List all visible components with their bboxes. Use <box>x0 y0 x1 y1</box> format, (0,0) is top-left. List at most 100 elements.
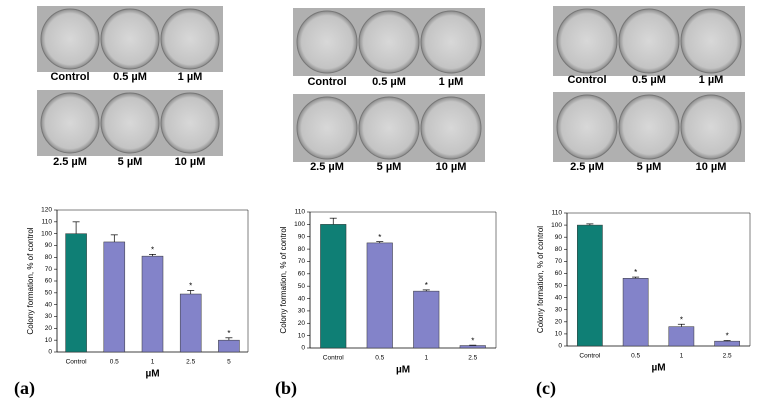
dish <box>358 96 420 160</box>
y-tick-label: 80 <box>555 246 563 253</box>
well-label: 2.5 µM <box>310 161 344 173</box>
panel-label: (a) <box>14 378 35 399</box>
y-tick-label: 120 <box>41 207 52 214</box>
bar <box>103 241 126 353</box>
y-tick-label: 80 <box>45 254 53 261</box>
bar <box>179 293 202 353</box>
panel-label: (c) <box>536 378 556 399</box>
y-tick-label: 100 <box>41 230 52 237</box>
x-axis-label: µM <box>145 369 159 380</box>
y-axis-label: Colony formation, % of control <box>279 226 288 333</box>
y-tick-label: 0 <box>48 349 52 356</box>
y-tick-label: 30 <box>45 313 53 320</box>
bar <box>141 255 164 353</box>
dish <box>100 92 160 154</box>
bar <box>577 224 603 347</box>
dish <box>160 8 220 70</box>
bar <box>65 233 87 353</box>
y-tick-label: 80 <box>298 246 306 253</box>
y-tick-label: 90 <box>298 233 306 240</box>
well-label: 1 µM <box>439 76 464 88</box>
well-label: Control <box>567 74 606 86</box>
x-tick-label: 1 <box>680 353 684 360</box>
panel-label: (b) <box>275 378 297 399</box>
y-tick-label: 40 <box>298 295 306 302</box>
dish <box>100 8 160 70</box>
y-tick-label: 60 <box>555 270 563 277</box>
dish <box>680 8 742 74</box>
significance: * <box>151 245 154 254</box>
y-tick-label: 110 <box>42 219 53 226</box>
well-label: Control <box>307 76 346 88</box>
well-label: 0.5 µM <box>372 76 406 88</box>
y-tick-label: 70 <box>555 258 563 265</box>
well-label: 0.5 µM <box>113 71 147 83</box>
y-tick-label: 50 <box>298 283 306 290</box>
x-tick-label: 5 <box>227 359 231 366</box>
y-axis-label: Colony formation, % of control <box>536 226 545 333</box>
dish <box>618 94 680 160</box>
x-axis-label: µM <box>651 363 665 374</box>
significance: * <box>189 282 192 291</box>
x-tick-label: 2.5 <box>468 355 477 362</box>
y-tick-label: 70 <box>298 258 306 265</box>
x-tick-label: 0.5 <box>110 359 119 366</box>
y-tick-label: 20 <box>555 319 563 326</box>
dish <box>40 8 100 70</box>
well-label: 10 µM <box>175 156 206 168</box>
y-tick-label: 110 <box>552 210 563 217</box>
y-tick-label: 10 <box>298 332 306 339</box>
dish <box>680 94 742 160</box>
y-tick-label: 110 <box>295 209 306 216</box>
x-tick-label: Control <box>579 353 601 360</box>
y-tick-label: 60 <box>298 271 306 278</box>
y-tick-label: 0 <box>558 343 562 350</box>
y-tick-label: 0 <box>301 345 305 352</box>
bar <box>320 224 347 349</box>
bar <box>668 326 695 347</box>
y-tick-label: 20 <box>45 325 53 332</box>
well-label: 10 µM <box>436 161 467 173</box>
dish <box>40 92 100 154</box>
y-tick-label: 10 <box>555 331 563 338</box>
x-tick-label: 1 <box>151 359 155 366</box>
y-tick-label: 30 <box>298 308 306 315</box>
bar <box>413 290 440 349</box>
x-tick-label: Control <box>66 359 88 366</box>
dish <box>556 94 618 160</box>
y-axis-label: Colony formation, % of control <box>26 227 35 334</box>
significance: * <box>680 315 683 324</box>
well-label: 5 µM <box>637 161 662 173</box>
dish <box>556 8 618 74</box>
y-tick-label: 40 <box>555 294 563 301</box>
x-tick-label: 2.5 <box>186 359 195 366</box>
significance: * <box>634 268 637 277</box>
x-axis-label: µM <box>396 365 410 376</box>
dish <box>618 8 680 74</box>
bar <box>714 340 740 347</box>
well-label: 5 µM <box>118 156 143 168</box>
bar <box>218 339 240 353</box>
y-tick-label: 90 <box>555 234 563 241</box>
x-tick-label: 2.5 <box>723 353 732 360</box>
y-tick-label: 10 <box>45 337 53 344</box>
well-label: 10 µM <box>696 161 727 173</box>
well-label: 2.5 µM <box>570 161 604 173</box>
significance: * <box>425 281 428 290</box>
y-tick-label: 30 <box>555 306 563 313</box>
bar <box>459 345 486 349</box>
y-tick-label: 50 <box>555 282 563 289</box>
x-tick-label: Control <box>323 355 345 362</box>
x-tick-label: 0.5 <box>375 355 384 362</box>
significance: * <box>726 332 729 341</box>
x-tick-label: 1 <box>424 355 428 362</box>
y-tick-label: 50 <box>45 290 53 297</box>
well-label: Control <box>50 71 89 83</box>
dish <box>296 96 358 160</box>
bar <box>622 278 649 347</box>
significance: * <box>378 233 381 242</box>
y-tick-label: 100 <box>551 222 562 229</box>
significance: * <box>471 336 474 345</box>
significance: * <box>227 329 230 338</box>
